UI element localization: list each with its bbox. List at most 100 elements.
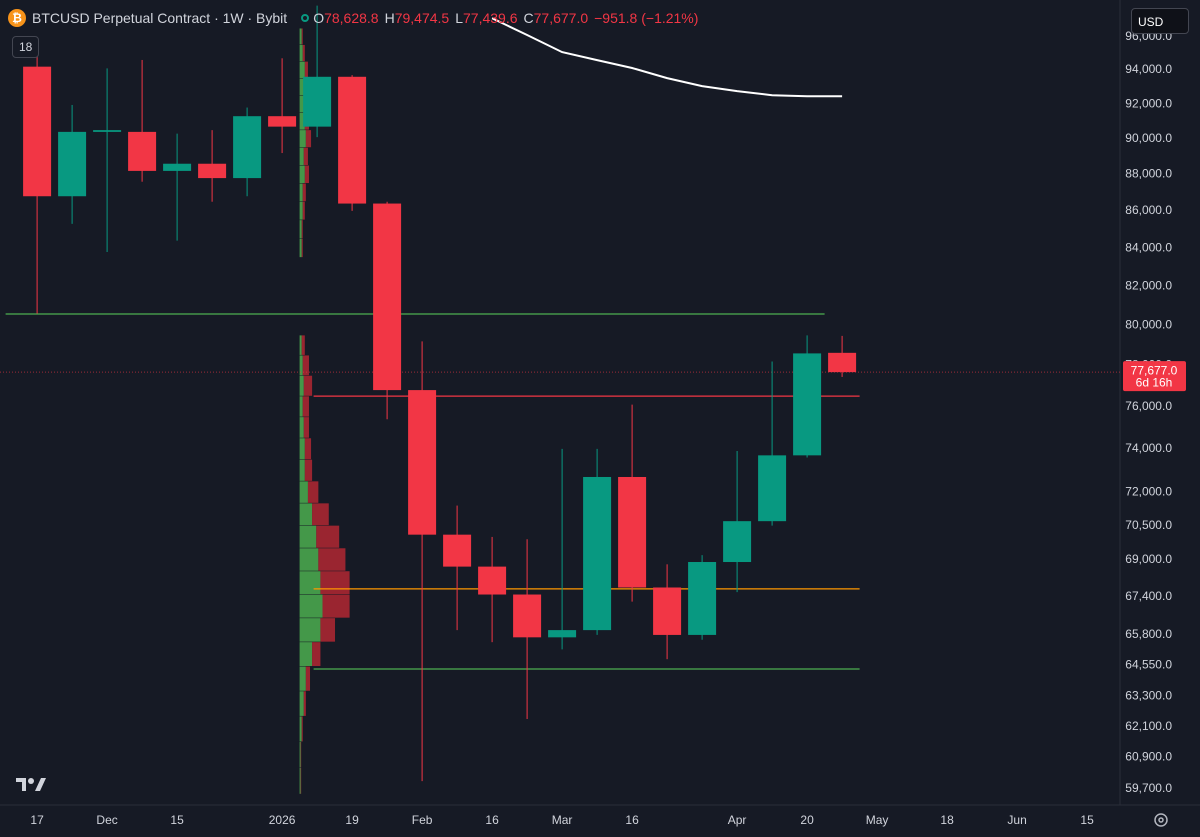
y-tick-label: 80,000.0 <box>1125 318 1172 332</box>
volume-up <box>299 44 303 62</box>
candle-body <box>58 131 87 197</box>
volume-down <box>304 459 313 481</box>
y-tick-label: 62,100.0 <box>1125 719 1172 733</box>
x-tick-label: Feb <box>412 813 433 827</box>
volume-up <box>299 183 303 202</box>
volume-up <box>299 147 304 166</box>
y-tick-label: 86,000.0 <box>1125 203 1172 217</box>
volume-up <box>299 716 302 742</box>
volume-up <box>299 355 303 376</box>
price-label: 77,677.0 <box>1131 363 1178 377</box>
open-value: 78,628.8 <box>324 10 379 26</box>
symbol-header: ₿ BTCUSD Perpetual Contract · 1W · Bybit… <box>8 9 698 27</box>
volume-down <box>316 525 340 548</box>
x-tick-label: 2026 <box>269 813 296 827</box>
volume-up <box>299 220 302 239</box>
volume-up <box>299 767 301 794</box>
volume-down <box>303 691 306 716</box>
settings-icon[interactable] <box>1154 813 1168 827</box>
volume-up <box>299 165 305 184</box>
price-label-box <box>1123 361 1186 392</box>
volume-down <box>322 594 350 618</box>
candle-body <box>93 130 122 132</box>
y-tick-label: 67,400.0 <box>1125 589 1172 603</box>
candle-body <box>198 163 227 179</box>
volume-down <box>302 355 309 376</box>
volume-down <box>301 220 303 239</box>
candle-body <box>688 562 717 635</box>
volume-up <box>299 618 321 642</box>
candle-body <box>723 521 752 563</box>
volume-down <box>301 716 303 742</box>
y-tick-label: 70,500.0 <box>1125 518 1172 532</box>
volume-down <box>312 642 321 667</box>
candle-body <box>583 476 612 631</box>
volume-up <box>299 525 317 548</box>
low-label: L <box>455 10 463 26</box>
currency-button[interactable]: USD <box>1131 8 1189 34</box>
volume-up <box>299 666 306 691</box>
plot <box>0 5 1120 794</box>
close-value: 77,677.0 <box>533 10 589 26</box>
candle-body <box>478 566 507 595</box>
volume-up <box>299 642 313 667</box>
indicator-toggle[interactable]: 18 <box>12 36 40 58</box>
volume-down <box>302 396 309 417</box>
candle-body <box>793 353 822 456</box>
candle-body <box>758 455 787 522</box>
status-dot <box>301 14 310 22</box>
x-tick-label: Dec <box>96 813 117 827</box>
volume-up <box>299 548 319 571</box>
candle-body <box>548 630 577 638</box>
candle-body <box>268 116 297 127</box>
volume-up <box>299 571 321 595</box>
symbol[interactable]: BTCUSD Perpetual Contract · 1W · Bybit <box>32 10 288 26</box>
x-tick-label: May <box>866 813 889 827</box>
volume-down <box>318 548 346 571</box>
x-tick-label: 20 <box>800 813 814 827</box>
volume-up <box>299 741 301 768</box>
y-tick-label: 76,000.0 <box>1125 399 1172 413</box>
volume-up <box>299 238 302 258</box>
candle-body <box>373 203 402 391</box>
volume-down <box>320 618 336 642</box>
volume-up <box>299 594 323 618</box>
volume-down <box>302 201 305 220</box>
y-tick-label: 90,000.0 <box>1125 131 1172 145</box>
y-tick-label: 84,000.0 <box>1125 240 1172 254</box>
volume-up <box>299 438 305 460</box>
logo[interactable] <box>16 778 46 791</box>
y-tick-label: 65,800.0 <box>1125 627 1172 641</box>
x-tick-label: 16 <box>485 813 499 827</box>
y-tick-label: 59,700.0 <box>1125 781 1172 795</box>
candle-body <box>23 66 52 197</box>
volume-down <box>307 481 319 503</box>
low-value: 77,439.6 <box>463 10 518 26</box>
candle-body <box>233 116 262 179</box>
candle-body <box>653 587 682 635</box>
volume-up <box>299 375 304 396</box>
volume-up <box>299 481 308 503</box>
x-tick-label: 18 <box>940 813 954 827</box>
volume-up <box>299 112 305 130</box>
volume-down <box>312 503 329 526</box>
volume-down <box>320 571 350 595</box>
x-tick-label: 17 <box>30 813 44 827</box>
volume-down <box>300 741 302 768</box>
x-tick-label: 19 <box>345 813 359 827</box>
y-tick-label: 64,550.0 <box>1125 657 1172 671</box>
volume-up <box>299 417 304 438</box>
volume-down <box>300 767 302 794</box>
volume-down <box>304 61 308 78</box>
volume-down <box>305 666 311 691</box>
candle-body <box>443 534 472 567</box>
y-tick-label: 82,000.0 <box>1125 279 1172 293</box>
y-tick-label: 88,000.0 <box>1125 167 1172 181</box>
coin-icon: ₿ <box>8 9 26 27</box>
high-label: H <box>384 10 395 26</box>
volume-up <box>299 335 302 355</box>
close-label: C <box>523 10 534 26</box>
y-tick-label: 69,000.0 <box>1125 552 1172 566</box>
